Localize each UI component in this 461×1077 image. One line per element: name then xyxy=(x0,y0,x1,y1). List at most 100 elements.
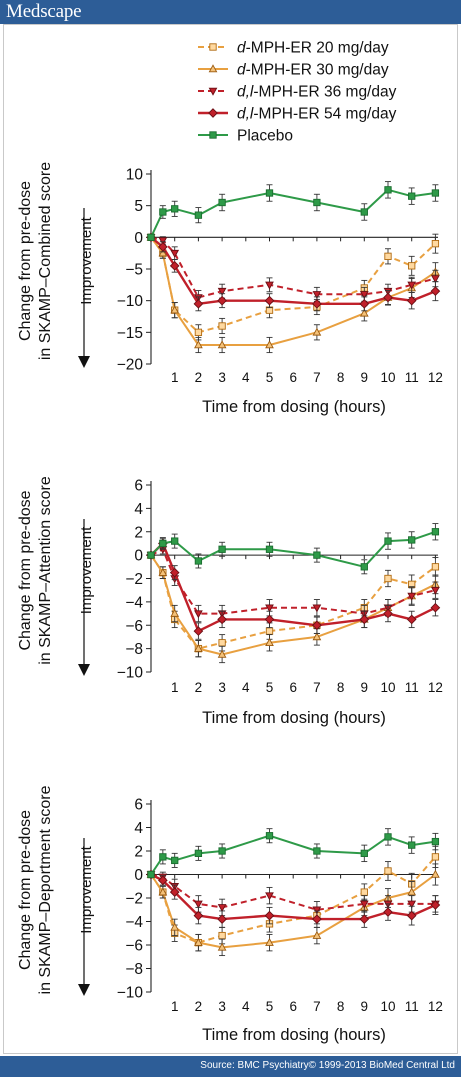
series-dlmph54 xyxy=(146,869,441,928)
data-point xyxy=(383,608,393,619)
y-tick-label: −4 xyxy=(125,914,143,931)
data-point xyxy=(170,249,180,258)
data-point xyxy=(217,942,227,951)
y-tick-label: −2 xyxy=(125,891,143,908)
improvement-label: Improvement xyxy=(78,216,95,304)
x-axis-title: Time from dosing (hours) xyxy=(202,1026,386,1044)
improvement-arrow-head xyxy=(78,984,90,996)
legend-label-prefix: d,l xyxy=(237,106,254,123)
data-point xyxy=(407,900,417,909)
data-point xyxy=(218,931,226,940)
data-point xyxy=(431,586,440,595)
y-tick-label: 4 xyxy=(134,820,143,837)
data-point xyxy=(264,910,275,921)
y-tick-label: 0 xyxy=(134,867,143,884)
data-point xyxy=(265,545,274,553)
data-point xyxy=(359,291,369,300)
data-point xyxy=(408,262,416,270)
data-point xyxy=(431,240,440,248)
data-point xyxy=(313,551,321,559)
legend-label-prefix: d xyxy=(237,62,247,79)
x-tick-label: 1 xyxy=(171,370,179,385)
data-point xyxy=(217,614,227,625)
legend-label: Placebo xyxy=(237,128,293,145)
data-point xyxy=(431,837,440,846)
legend-label: d,l-MPH-ER 54 mg/day xyxy=(237,106,397,123)
data-point xyxy=(170,922,180,931)
y-tick-label: 4 xyxy=(134,501,143,518)
data-point xyxy=(194,328,203,336)
data-point xyxy=(194,211,203,219)
y-tick-label: 2 xyxy=(134,844,143,861)
data-point xyxy=(217,340,227,349)
legend-label: d,l-MPH-ER 36 mg/day xyxy=(237,84,397,101)
brand-logo[interactable]: Medscape xyxy=(6,1,82,22)
x-tick-label: 9 xyxy=(361,680,369,695)
y-tick-label: 6 xyxy=(134,478,143,495)
x-tick-label: 10 xyxy=(380,680,395,695)
data-point xyxy=(217,295,227,306)
x-tick-label: 9 xyxy=(361,999,369,1014)
data-point xyxy=(194,557,203,565)
data-point xyxy=(194,849,203,858)
improvement-label: Improvement xyxy=(78,845,95,933)
data-point xyxy=(170,305,180,314)
data-point xyxy=(384,867,392,875)
x-tick-label: 8 xyxy=(337,370,345,385)
data-point xyxy=(265,604,274,613)
data-point xyxy=(431,189,440,197)
data-point xyxy=(159,208,167,216)
data-point xyxy=(312,914,322,924)
data-point xyxy=(430,286,441,297)
x-tick-label: 4 xyxy=(242,680,250,695)
series-line xyxy=(150,236,436,305)
data-point xyxy=(384,186,392,194)
x-tick-label: 12 xyxy=(428,999,443,1014)
y-tick-label: 10 xyxy=(126,167,144,184)
series-line xyxy=(150,834,436,876)
legend-label-rest: -MPH-ER 30 mg/day xyxy=(246,62,389,79)
legend-swatch-marker xyxy=(209,43,217,51)
data-point xyxy=(408,192,416,200)
data-point xyxy=(312,632,322,641)
data-point xyxy=(359,298,370,309)
legend-label-prefix: d,l xyxy=(237,84,254,101)
improvement-arrow-head xyxy=(78,664,90,676)
data-point xyxy=(158,567,168,576)
y-tick-label: −5 xyxy=(125,262,143,279)
series-placebo xyxy=(147,523,440,575)
data-point xyxy=(430,602,441,613)
y-tick-label: −8 xyxy=(125,641,143,658)
improvement-arrow-head xyxy=(78,356,90,368)
series-line xyxy=(150,554,436,650)
x-tick-label: 3 xyxy=(218,370,226,385)
data-point xyxy=(312,298,322,309)
legend-label-prefix: d xyxy=(237,40,247,57)
data-point xyxy=(158,237,168,246)
y-axis-title-line: in SKAMP–Deportment score xyxy=(37,785,54,994)
x-tick-label: 7 xyxy=(313,680,321,695)
y-tick-label: −8 xyxy=(125,961,143,978)
x-tick-label: 1 xyxy=(171,999,179,1014)
x-tick-label: 5 xyxy=(266,999,274,1014)
y-axis-title: Change from pre-dose in SKAMP–Deportment … xyxy=(17,785,54,994)
series-line xyxy=(150,873,436,911)
y-tick-label: −15 xyxy=(117,325,143,342)
data-point xyxy=(312,327,322,336)
data-point xyxy=(158,241,168,252)
data-point xyxy=(360,563,368,571)
x-tick-label: 3 xyxy=(218,680,226,695)
series-dlmph54 xyxy=(146,232,441,312)
data-point xyxy=(265,340,274,349)
series-dmph20 xyxy=(147,845,440,952)
data-point xyxy=(265,627,274,635)
data-point xyxy=(169,260,180,271)
legend-swatch-marker xyxy=(209,131,217,139)
x-tick-label: 5 xyxy=(266,370,274,385)
x-tick-label: 4 xyxy=(242,999,250,1014)
x-tick-label: 8 xyxy=(337,999,345,1014)
data-point xyxy=(158,887,168,896)
